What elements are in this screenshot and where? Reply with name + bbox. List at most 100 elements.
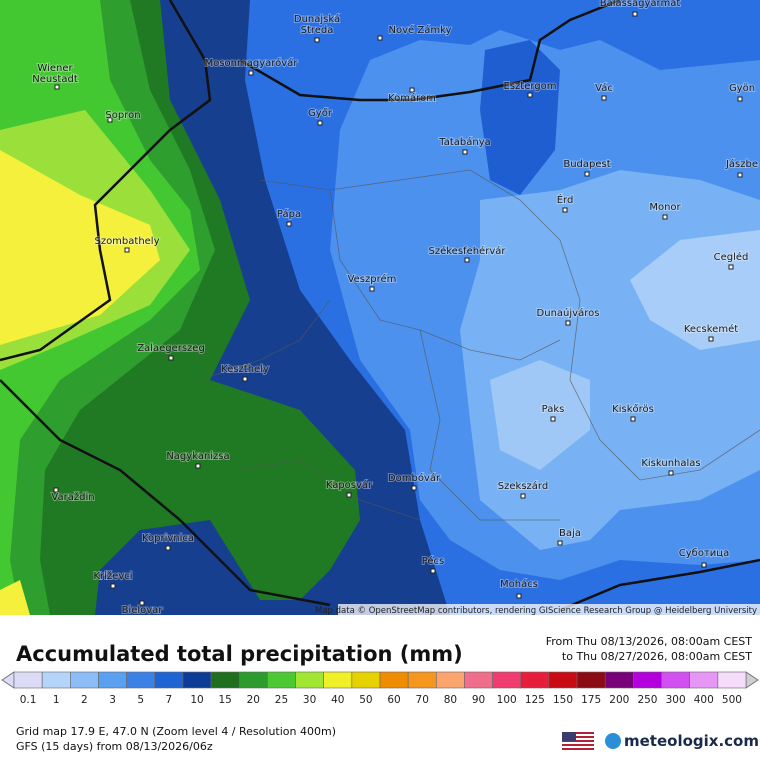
city-label: Neustadt — [32, 74, 78, 85]
zone — [490, 360, 590, 470]
city-label: Dunajská — [294, 13, 340, 25]
city-dot — [550, 416, 556, 422]
legend-value: 90 — [472, 694, 485, 706]
legend-value: 0.1 — [20, 694, 37, 706]
legend-value: 125 — [525, 694, 545, 706]
legend-swatch — [70, 671, 99, 689]
city-label: Esztergom — [504, 81, 557, 92]
legend-swatch — [436, 671, 465, 689]
city-dot — [53, 487, 59, 493]
legend-swatch — [41, 671, 71, 689]
legend-swatch — [126, 671, 156, 689]
brand: meteologix.com — [624, 732, 759, 750]
legend-value: 200 — [609, 694, 629, 706]
city-label: Nové Zámky — [389, 24, 452, 36]
city-dot — [565, 320, 571, 326]
zone — [630, 230, 760, 350]
legend-value: 400 — [694, 694, 714, 706]
city-dot — [124, 247, 130, 253]
legend-swatch — [13, 671, 43, 689]
zone — [0, 580, 30, 615]
city-label: Streda — [301, 25, 334, 36]
city-dot — [630, 416, 636, 422]
city-label: Cegléd — [714, 251, 749, 263]
legend-swatch — [661, 671, 690, 689]
legend-value: 250 — [637, 694, 657, 706]
city-label: Székesfehérvár — [429, 245, 507, 257]
city-label: Vác — [595, 82, 613, 94]
city-label: Wiener — [37, 63, 73, 74]
city-dot — [668, 470, 674, 476]
city-label: Križevci — [93, 570, 132, 582]
city-label: Dombóvár — [388, 472, 441, 484]
city-label: Paks — [542, 404, 565, 415]
city-label: Tatabánya — [438, 136, 491, 148]
legend-arrow-low — [1, 671, 15, 689]
city-label: Sopron — [105, 110, 140, 121]
city-label: Jászbe — [725, 158, 758, 170]
legend-value: 25 — [275, 694, 288, 706]
legend-swatch — [379, 671, 409, 689]
legend-value: 100 — [497, 694, 517, 706]
date-to: to Thu 08/27/2026, 08:00am CEST — [562, 650, 752, 663]
legend-swatch — [520, 671, 550, 689]
city-dot — [662, 214, 668, 220]
legend-value: 500 — [722, 694, 742, 706]
city-label: Zalaegerszeg — [137, 343, 205, 354]
legend-swatch — [633, 671, 662, 689]
borders — [0, 0, 760, 612]
attribution-bg — [338, 604, 760, 615]
legend-swatch — [98, 671, 127, 689]
zone — [480, 40, 560, 195]
legend-arrow-high — [745, 671, 759, 689]
legend-swatch — [407, 671, 437, 689]
legend-value: 3 — [109, 694, 116, 706]
city-label: Pápa — [277, 208, 301, 220]
city-dot — [286, 221, 292, 227]
city-dot — [520, 493, 526, 499]
legend-swatch — [154, 671, 184, 689]
legend-value: 300 — [666, 694, 686, 706]
legend-swatch — [492, 671, 522, 689]
legend-value: 7 — [166, 694, 173, 706]
legend: 0.1 1 2 3 5 7 10 15 20 25 30 40 50 60 70 80 90 100 125 150 1… — [1, 671, 759, 706]
city-dot — [411, 485, 417, 491]
city-dot — [737, 172, 743, 178]
legend-value: 60 — [387, 694, 400, 706]
legend-swatch — [576, 671, 606, 689]
city-dot — [584, 171, 590, 177]
city-dot — [601, 95, 607, 101]
city-dot — [430, 568, 436, 574]
city-label: Szombathely — [94, 236, 159, 247]
city-dot — [527, 92, 533, 98]
city-dot — [409, 87, 415, 93]
city-dot — [737, 96, 743, 102]
city-label: Varaždin — [51, 491, 94, 503]
city-dot — [314, 37, 320, 43]
city-dot — [377, 35, 383, 41]
city-label: Kaposvár — [326, 479, 373, 491]
legend-value: 150 — [553, 694, 573, 706]
legend-value: 2 — [81, 694, 88, 706]
city-label: Gyön — [729, 83, 755, 94]
city-label: Szekszárd — [498, 480, 548, 492]
title: Accumulated total precipitation (mm) — [16, 642, 463, 666]
legend-value: 20 — [247, 694, 260, 706]
city-label: Bielovar — [122, 605, 164, 616]
legend-swatch — [351, 671, 381, 689]
city-dot — [168, 355, 174, 361]
city-label: Pécs — [422, 555, 445, 567]
legend-swatch — [464, 671, 493, 689]
zone — [0, 150, 160, 345]
county-lines — [199, 169, 760, 521]
city-dot — [632, 11, 638, 17]
city-dot — [195, 463, 201, 469]
city-label: Győr — [308, 107, 333, 119]
legend-value: 15 — [218, 694, 231, 706]
city-dot — [562, 207, 568, 213]
legend-value: 175 — [581, 694, 601, 706]
city-dot — [346, 492, 352, 498]
city-dot — [54, 84, 60, 90]
